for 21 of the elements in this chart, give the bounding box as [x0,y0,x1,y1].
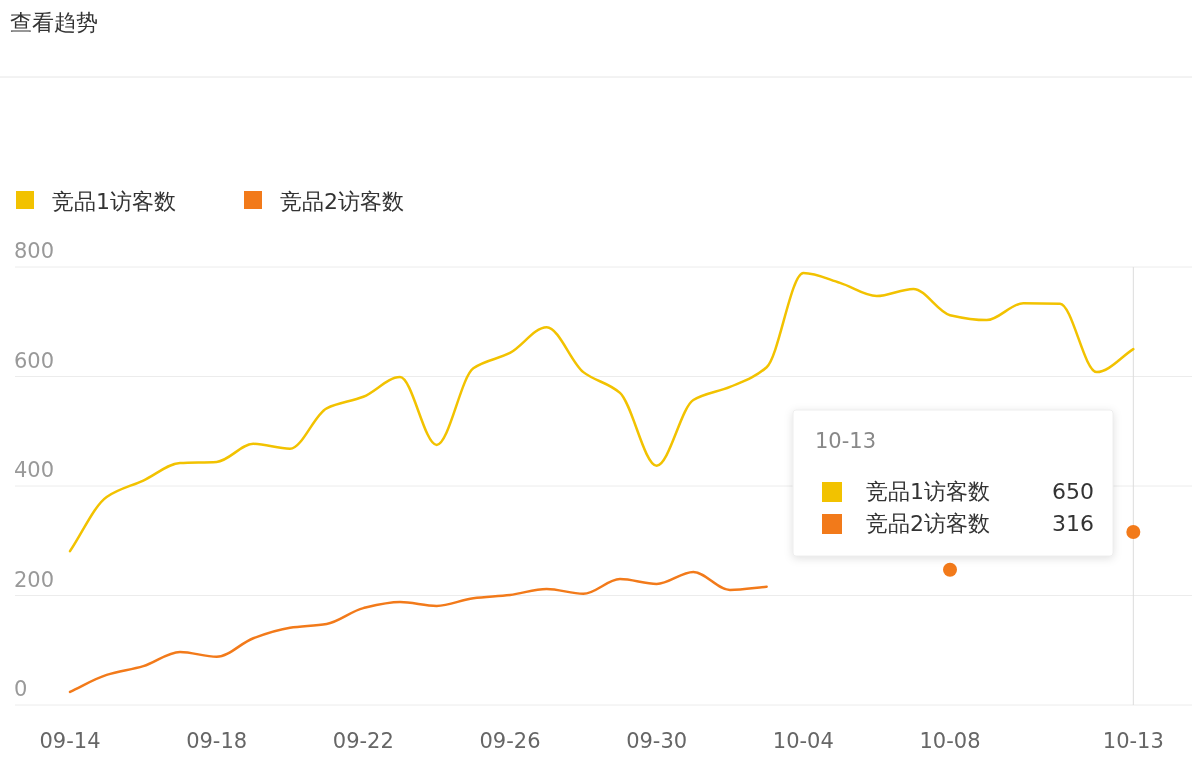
x-tick-label: 10-13 [1102,729,1164,753]
chart-title: 查看趋势 [10,10,98,35]
y-tick-label: 600 [14,348,55,373]
annotation: 10-13 [815,429,877,453]
x-tick-label: 09-22 [332,729,394,753]
y-tick-label: 0 [14,677,28,701]
legend-label: 竞品1访客数 [52,189,176,214]
x-tick-label: 10-04 [772,729,834,753]
x-tick-label: 09-14 [39,729,101,753]
x-tick-label: 09-30 [626,729,688,753]
y-tick-label: 200 [14,567,55,592]
annotation: 316 [1052,511,1094,536]
annotation: 650 [1052,479,1094,504]
y-tick-label: 800 [14,239,55,263]
y-tick-label: 400 [14,458,55,482]
x-tick-label: 09-18 [186,729,248,753]
annotation: 竞品2访客数 [866,511,990,536]
x-tick-label: 10-08 [919,729,981,753]
annotation: 竞品1访客数 [866,479,990,504]
legend-label: 竞品2访客数 [280,189,404,214]
x-tick-label: 09-26 [479,729,541,753]
